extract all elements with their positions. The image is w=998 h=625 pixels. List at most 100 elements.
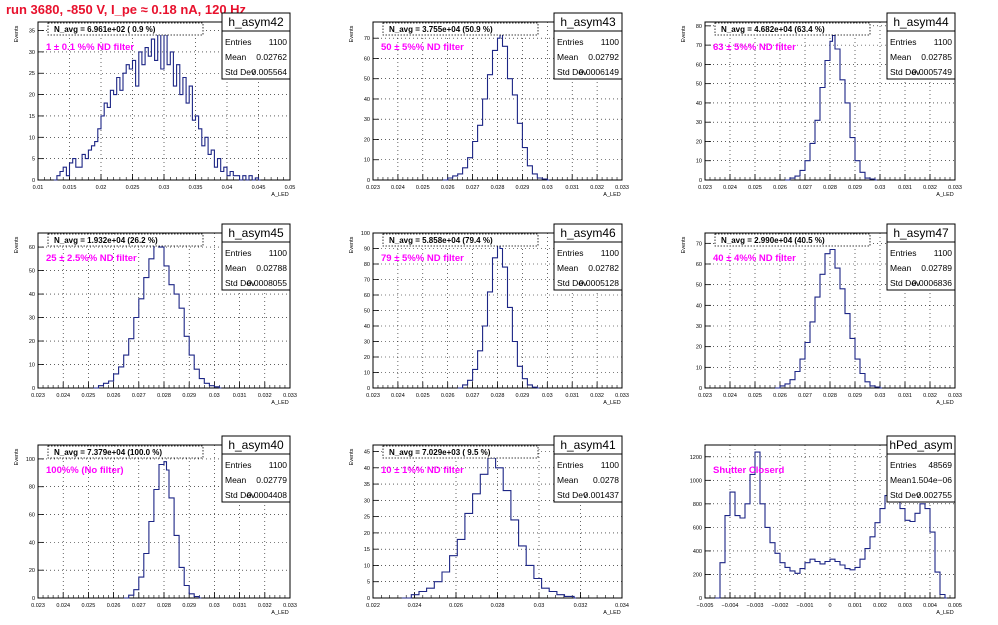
stats-label: Entries [225,37,251,47]
y-tick-label: 80 [364,262,370,268]
stats-label: Mean [890,475,912,485]
stats-title: h_asym40 [228,438,284,452]
y-tick-label: 30 [696,324,702,330]
stats-value: 1100 [934,37,953,47]
histogram-panel-h_asym46: 0.023 0.024 0.025 0.026 0.027 0.028 0.029 0.03 0… [349,223,629,406]
stats-label: Entries [557,248,583,258]
x-tick-label: 0.027 [132,393,146,399]
y-axis-title: Events [349,236,355,253]
x-tick-label: 0.05 [285,185,296,191]
x-tick-label: 0.026 [441,393,455,399]
stats-value: 0.001437 [584,490,620,500]
x-tick-label: 0.025 [748,393,762,399]
x-tick-label: 0.027 [798,185,812,191]
y-tick-label: 80 [696,24,702,30]
stats-box [221,453,291,503]
stats-label: Std Dev [225,490,256,500]
histogram-line-hPed_asym [715,451,947,599]
x-tick-label: 0.031 [898,185,912,191]
x-tick-label: 0.031 [233,603,247,609]
x-tick-label: 0.023 [698,393,712,399]
y-tick-label: 5 [32,157,35,163]
annotation-box [382,22,539,36]
filter-label: 79 ± 5%% ND filter [381,253,464,264]
y-tick-label: 30 [29,316,35,322]
x-tick-label: 0.026 [449,603,463,609]
y-tick-label: 5 [367,580,370,586]
y-tick-label: 50 [364,309,370,315]
x-tick-label: 0.023 [698,185,712,191]
stats-label: Entries [890,248,916,258]
stats-box [553,30,623,80]
stats-value: 0.02788 [256,263,287,273]
stats-label: Entries [557,37,583,47]
histogram-panel-h_asym41: 0.022 0.024 0.026 0.028 0.03 0.032 0.034 0 5 10 15… [349,435,629,616]
x-tick-label: 0.023 [31,393,45,399]
stats-value: 0.02782 [588,263,619,273]
y-tick-label: 60 [29,513,35,519]
histogram-line-h_asym44 [785,34,877,181]
stats-label: Entries [890,460,916,470]
y-tick-label: 40 [696,303,702,309]
stats-value: 0.0006836 [912,278,952,288]
histogram-line-h_asym43 [442,33,550,181]
annotation-text: N_avg = 2.990e+04 (40.5 %) [721,236,825,245]
x-tick-label: 0.015 [63,185,77,191]
x-tick-label: 0.03 [209,603,220,609]
x-tick-label: 0.025 [416,185,430,191]
x-tick-label: −0.003 [747,603,764,609]
x-tick-label: 0.04 [222,185,233,191]
y-tick-label: 35 [29,29,35,35]
stats-title: h_asym41 [560,438,616,452]
stats-value: 0.02789 [921,263,952,273]
annotation-text: N_avg = 7.379e+04 (100.0 %) [54,448,162,457]
x-tick-label: −0.001 [797,603,814,609]
histogram-panel-hPed_asym: −0.005 −0.004 −0.003 −0.002 −0.001 0 0.001 0.00… [690,435,962,616]
x-tick-label: 0.032 [258,393,272,399]
y-tick-label: 35 [364,482,370,488]
y-tick-label: 40 [364,466,370,472]
y-tick-label: 50 [696,82,702,88]
y-axis-title: Events [14,236,20,253]
x-tick-label: 0.028 [491,603,505,609]
stats-title: hPed_asym [889,438,952,452]
x-tick-label: 0.045 [252,185,266,191]
y-tick-label: 20 [364,137,370,143]
y-tick-label: 30 [696,120,702,126]
y-tick-label: 100 [26,457,35,463]
histogram-line-h_asym41 [401,457,577,599]
stats-value: 0.02779 [256,475,287,485]
y-tick-label: 20 [364,531,370,537]
y-tick-label: 0 [32,178,35,184]
x-tick-label: 0.032 [923,393,937,399]
x-tick-label: 0.024 [56,393,70,399]
x-tick-label: 0.026 [441,185,455,191]
x-tick-label: 0.025 [82,603,96,609]
x-tick-label: 0.024 [723,185,737,191]
y-tick-label: 10 [364,563,370,569]
x-tick-label: 0.032 [590,393,604,399]
y-tick-label: 80 [29,485,35,491]
y-tick-label: 60 [696,62,702,68]
stats-title: h_asym44 [893,15,949,29]
stats-label: Std Dev [557,278,588,288]
y-tick-label: 0 [367,178,370,184]
stats-value: 0.02762 [256,52,287,62]
x-tick-label: 0.028 [823,185,837,191]
stats-value: 1100 [601,460,620,470]
y-tick-label: 45 [364,450,370,456]
stats-value: 1100 [601,248,620,258]
x-axis-title: A_LED [936,192,953,198]
stats-title: h_asym42 [228,15,284,29]
filter-label: Shutter Closerd [713,465,784,476]
stats-box [886,241,956,291]
x-axis-title: A_LED [271,400,288,406]
page-title: run 3680, -850 V, I_pe ≈ 0.18 nA, 120 Hz [6,2,247,17]
y-tick-label: 60 [696,262,702,268]
y-tick-label: 10 [29,135,35,141]
stats-title: h_asym45 [228,226,284,240]
y-axis-title: Events [681,236,687,253]
stats-value: 1.504e−06 [912,475,953,485]
stats-value: 1100 [601,37,620,47]
x-tick-label: −0.004 [722,603,739,609]
